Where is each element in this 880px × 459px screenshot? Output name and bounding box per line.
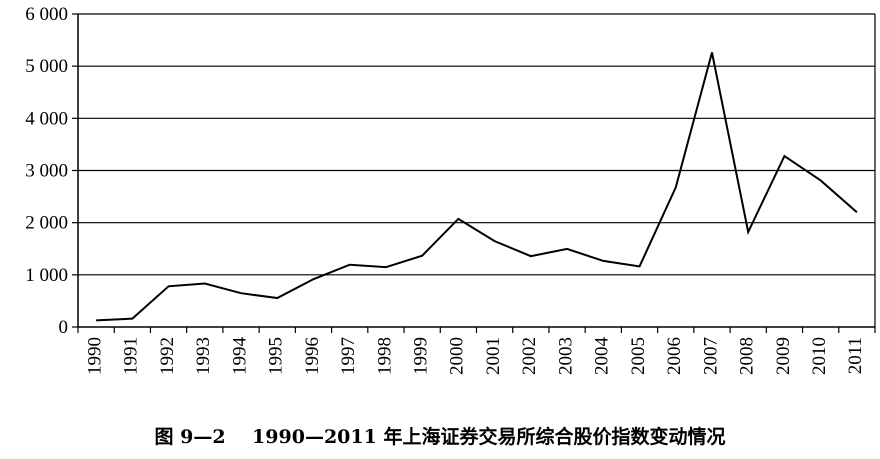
x-tick-label: 1997 [338,337,359,375]
x-tick-label: 1992 [157,337,178,375]
x-tick-label: 2002 [519,337,540,375]
chart-caption: 图 9—2 1990—2011 年上海证券交易所综合股价指数变动情况 [154,426,726,448]
x-tick-label: 1991 [121,337,142,375]
x-tick-label: 2010 [809,337,830,375]
x-tick-label: 2004 [592,337,613,376]
x-tick-label: 2007 [700,337,721,375]
x-tick-label: 2001 [483,337,504,375]
x-tick-label: 2003 [555,337,576,375]
y-tick-label: 3 000 [25,161,68,182]
y-tick-label: 6 000 [25,4,68,25]
gridlines [78,13,875,276]
y-tick-label: 5 000 [25,56,68,77]
y-axis-ticks: 0 1 000 2 000 3 000 4 000 5 000 6 000 [25,4,78,338]
y-tick-label: 4 000 [25,108,68,129]
x-tick-label: 2006 [664,337,685,375]
x-tick-label: 2008 [737,337,758,375]
x-tick-label: 1995 [266,337,287,375]
x-tick-label: 2011 [845,337,866,374]
x-tick-label: 1994 [229,337,250,376]
series-line-0 [96,52,858,322]
x-tick-label: 1993 [193,337,214,375]
x-axis-ticks: 1990 1991 1992 1993 1994 1995 1996 1997 1998 1999… [77,327,876,376]
x-tick-label: 1990 [84,337,105,375]
x-tick-label: 2009 [773,337,794,375]
series-layer [96,52,858,322]
x-tick-label: 2000 [447,337,468,375]
y-tick-label: 2 000 [25,213,68,234]
x-tick-label: 1998 [374,337,395,375]
y-tick-label: 0 [59,317,69,338]
x-tick-label: 1999 [411,337,432,375]
y-tick-label: 1 000 [25,265,68,286]
x-tick-label: 2005 [628,337,649,375]
x-tick-label: 1996 [302,337,323,375]
